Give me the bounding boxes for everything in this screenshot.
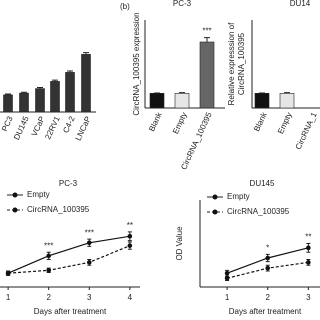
x-tick-label: Blank <box>147 110 164 133</box>
x-tick-label: 3 <box>87 293 92 302</box>
legend-label: Empty <box>227 192 250 201</box>
point <box>46 253 51 259</box>
bar <box>65 72 75 113</box>
x-tick-label: PC3 <box>0 114 15 132</box>
point <box>265 255 271 261</box>
bar <box>199 41 215 109</box>
point <box>86 260 92 265</box>
point <box>306 245 311 251</box>
point <box>224 270 230 276</box>
legend-marker <box>12 207 18 213</box>
error-bar <box>5 93 11 95</box>
significance: *** <box>44 241 53 250</box>
y-axis-label: Relative expresssion of <box>227 22 236 105</box>
point <box>306 260 311 265</box>
error-bar <box>52 79 58 82</box>
point <box>127 233 133 239</box>
significance: ** <box>127 221 133 230</box>
error-bar <box>204 37 210 42</box>
chart-title: DU145 <box>250 179 275 188</box>
x-tick-label: CircRNA_1 <box>294 110 319 151</box>
significance: * <box>266 243 269 252</box>
x-tick-label: 1 <box>225 293 230 302</box>
x-tick-label: DU145 <box>12 114 31 141</box>
x-tick-label: 2 <box>46 293 51 302</box>
bar <box>35 88 45 113</box>
bar <box>3 94 13 113</box>
x-axis-label: Days after treatment <box>229 307 302 316</box>
error-bar <box>83 52 89 55</box>
chart-title: DU14 <box>290 0 311 8</box>
y-axis-label: OD Value <box>175 226 184 261</box>
significance: ** <box>305 233 311 242</box>
point <box>86 240 92 246</box>
x-axis-label: Days after treatment <box>34 307 107 316</box>
y-axis-label: CircRNA_100395 expression <box>132 12 141 115</box>
point <box>224 276 230 281</box>
x-tick-label: C4-2 <box>61 114 77 134</box>
x-tick-label: Empty <box>276 111 294 135</box>
bar <box>279 93 295 109</box>
x-tick-label: 3 <box>306 293 311 302</box>
error-bar <box>284 92 290 94</box>
point <box>46 268 51 273</box>
x-tick-label: Blank <box>252 110 269 133</box>
x-tick-label: 22RV1 <box>43 114 62 140</box>
x-tick-label: 1 <box>6 293 11 302</box>
series-line <box>7 235 130 274</box>
point <box>5 270 11 276</box>
x-tick-label: Empty <box>171 111 189 135</box>
point <box>127 243 133 248</box>
error-bar <box>67 70 73 73</box>
chart-title: PC-3 <box>59 179 78 188</box>
bar <box>81 54 91 113</box>
y-axis-label: CircRNA_100395 <box>237 32 246 95</box>
error-bar <box>37 87 43 89</box>
legend-label: CircRNA_100395 <box>227 207 290 216</box>
error-bar <box>21 91 27 94</box>
legend-label: Empty <box>27 190 50 199</box>
bar <box>174 93 190 109</box>
legend-marker <box>212 194 218 200</box>
series-line <box>8 245 131 274</box>
bar <box>149 93 165 109</box>
x-tick-label: 4 <box>128 293 133 302</box>
legend-marker <box>212 209 218 215</box>
point <box>265 265 271 271</box>
chart-title: PC-3 <box>173 0 192 8</box>
bar <box>50 81 60 113</box>
legend-marker <box>12 192 18 198</box>
bar <box>254 93 270 109</box>
error-bar <box>179 92 185 94</box>
significance: *** <box>85 228 94 237</box>
x-tick-label: 2 <box>265 293 270 302</box>
significance: *** <box>202 27 211 36</box>
bar <box>19 92 29 113</box>
legend-label: CircRNA_100395 <box>27 205 90 214</box>
panel-label: (b) <box>120 2 130 11</box>
